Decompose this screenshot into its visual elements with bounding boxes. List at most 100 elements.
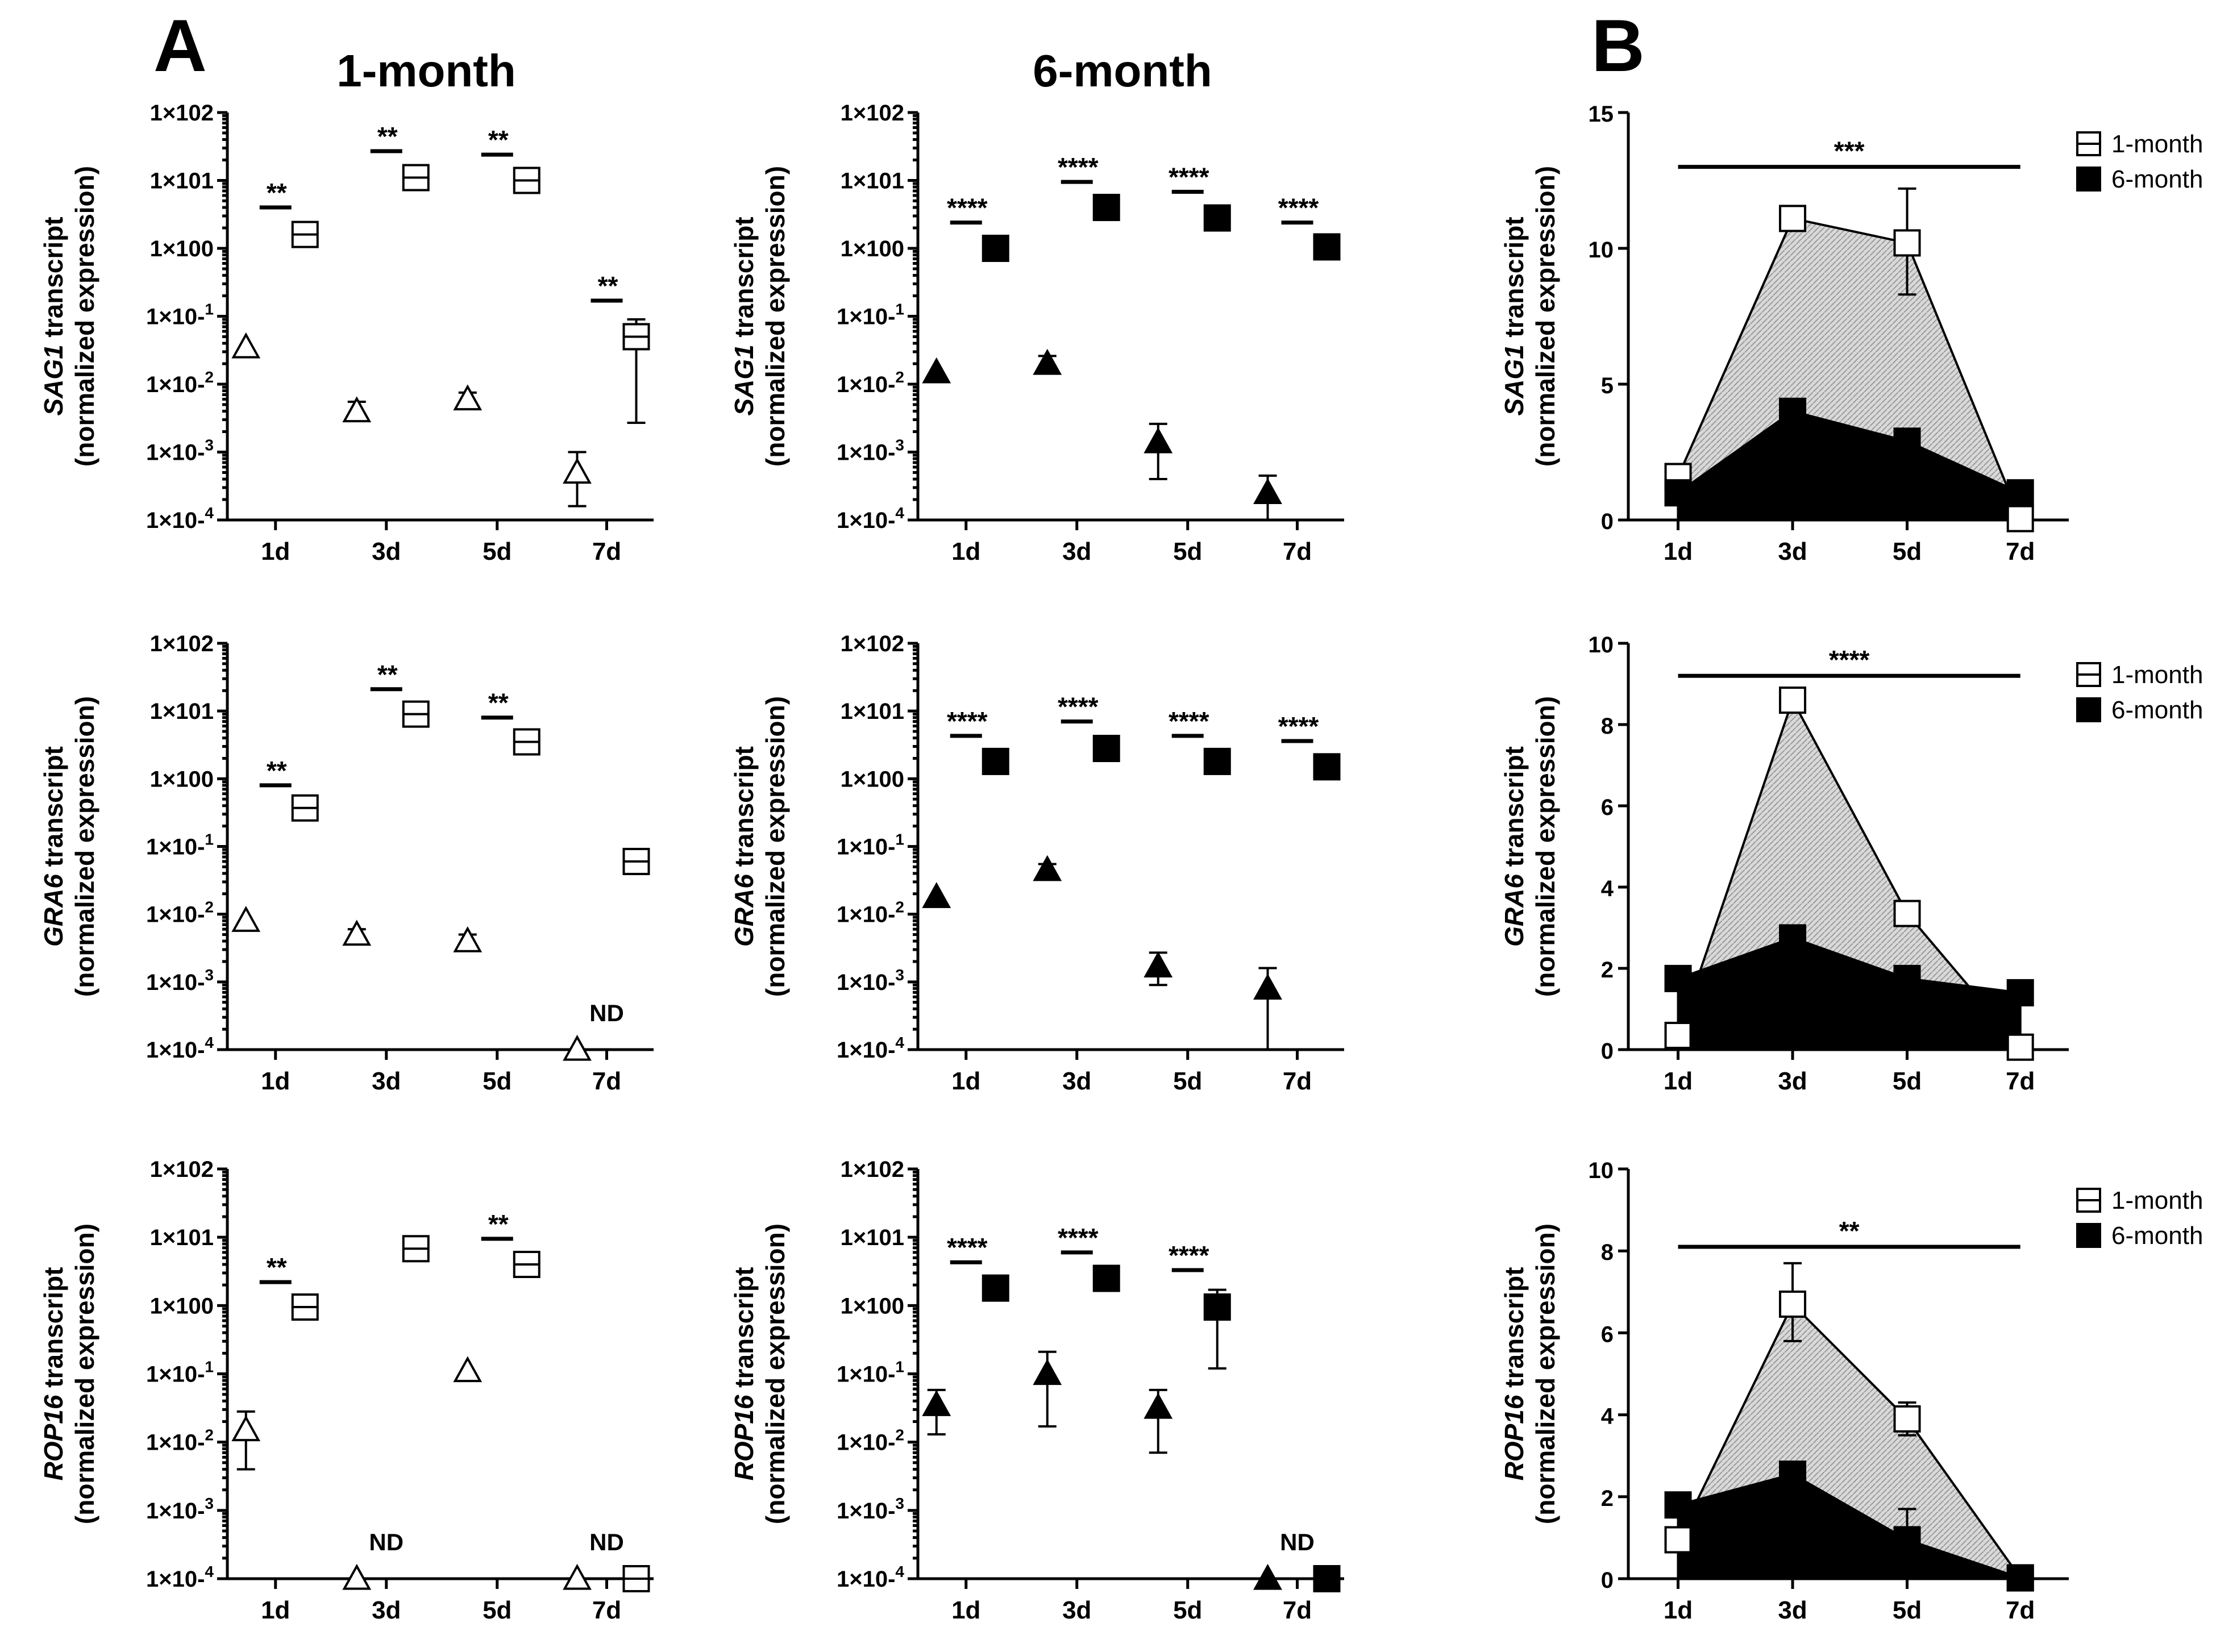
marker-1-month <box>1779 686 1807 714</box>
gene-name: GRA6 <box>729 874 759 947</box>
x-tick-label: 1d <box>1664 1067 1693 1095</box>
y-axis-label-units: (normalized expression) <box>70 166 99 467</box>
x-tick-label: 1d <box>261 538 290 565</box>
marker-1-month <box>2006 505 2034 532</box>
marker-1-month <box>1664 1526 1692 1554</box>
legend-marker-6-month <box>2076 167 2101 192</box>
x-tick-label: 7d <box>2006 1596 2035 1624</box>
y-axis-label: GRA6 transcript <box>1499 746 1529 947</box>
y-tick-label: 1×10-4 <box>146 1563 214 1592</box>
y-tick-label: 1×10-4 <box>837 1563 904 1592</box>
nd-label: ND <box>589 1529 624 1555</box>
y-tick-label: 0 <box>1601 1568 1614 1593</box>
y-label-suffix: transcript <box>1499 1267 1529 1395</box>
y-tick-label: 4 <box>1601 876 1614 901</box>
y-tick-label: 1×10-2 <box>837 368 904 397</box>
y-tick-label: 1×101 <box>841 699 904 724</box>
y-label-suffix: transcript <box>1499 217 1529 344</box>
y-axis-label: GRA6 transcript <box>39 746 68 947</box>
significance-label: ** <box>267 178 287 207</box>
y-tick-label: 1×102 <box>150 1157 214 1182</box>
significance-label: *** <box>1834 136 1865 166</box>
triangle-marker <box>453 1356 483 1383</box>
gene-name: SAG1 <box>39 344 68 415</box>
significance-label: ** <box>267 1252 287 1282</box>
triangle-marker <box>231 906 261 932</box>
y-tick-label: 10 <box>1589 1158 1614 1183</box>
x-tick-label: 3d <box>1062 538 1091 565</box>
significance-label: ** <box>377 122 398 151</box>
significance-label: **** <box>1169 706 1209 736</box>
significance-label: **** <box>947 706 988 736</box>
triangle-marker <box>231 1415 261 1442</box>
significance-label: **** <box>1169 163 1209 192</box>
marker-6-month <box>1779 924 1807 952</box>
chart-B-ROP16: 0 2 4 6 8 10 1d 3d 5d 7d ROP16 transcript (normaliz… <box>1499 1158 2203 1624</box>
triangle-marker <box>922 357 951 384</box>
x-tick-label: 7d <box>592 1596 621 1624</box>
y-axis-label: GRA6 transcript <box>729 746 759 947</box>
legend-label-1-month: 1-month <box>2111 661 2203 689</box>
marker-1-month <box>1664 1021 1692 1049</box>
square-marker <box>1092 1264 1120 1292</box>
y-label-suffix: transcript <box>39 217 68 344</box>
marker-6-month <box>2006 979 2034 1006</box>
y-tick-label: 1×10-4 <box>146 1034 214 1063</box>
y-tick-label: 1×102 <box>841 101 904 126</box>
significance-label: ** <box>1839 1216 1860 1246</box>
y-tick-label: 1×10-1 <box>146 1358 214 1387</box>
y-tick-label: 10 <box>1589 632 1614 658</box>
y-tick-label: 1×100 <box>150 767 214 792</box>
y-tick-label: 0 <box>1601 1039 1614 1064</box>
y-tick-label: 1×10-3 <box>837 436 904 465</box>
x-tick-label: 1d <box>261 1596 290 1624</box>
y-axis-label-units: (normalized expression) <box>760 696 790 997</box>
x-tick-label: 5d <box>1893 1596 1922 1624</box>
marker-6-month <box>1893 1526 1921 1554</box>
y-tick-label: 1×100 <box>841 1293 904 1318</box>
triangle-marker <box>231 332 261 359</box>
legend-marker-6-month <box>2076 1223 2101 1248</box>
y-tick-label: 6 <box>1601 795 1614 820</box>
square-marker <box>1092 735 1120 763</box>
chart-A-ROP16-6m: 1×10-4 1×10-3 1×10-2 1×10-1 1×100 1×101 1×102 1… <box>729 1157 1344 1624</box>
y-tick-label: 1×100 <box>150 236 214 261</box>
column-title-6-month: 6-month <box>1033 45 1212 96</box>
triangle-marker <box>1253 1563 1282 1590</box>
marker-1-month <box>1893 1405 1921 1433</box>
y-tick-label: 4 <box>1601 1404 1614 1429</box>
gene-name: SAG1 <box>1499 344 1529 415</box>
marker-1-month <box>1893 900 1921 927</box>
triangle-marker <box>1033 1359 1062 1385</box>
gene-name: GRA6 <box>1499 874 1529 947</box>
x-tick-label: 3d <box>1062 1067 1091 1095</box>
chart-B-GRA6: 0 2 4 6 8 10 1d 3d 5d 7d GRA6 transcript (normalize… <box>1499 632 2203 1095</box>
y-tick-label: 1×100 <box>841 236 904 261</box>
significance-label: ** <box>488 688 509 718</box>
x-tick-label: 3d <box>1778 1067 1807 1095</box>
column-title-1-month: 1-month <box>336 45 516 96</box>
chart-B-SAG1: 0 5 10 15 1d 3d 5d 7d SAG1 transcript (normalized… <box>1499 102 2203 565</box>
legend-marker-6-month <box>2076 697 2101 722</box>
x-tick-label: 3d <box>372 538 401 565</box>
y-axis-label-units: (normalized expression) <box>760 166 790 467</box>
gene-name: ROP16 <box>1499 1395 1529 1480</box>
triangle-marker <box>342 396 372 423</box>
square-marker <box>1313 1565 1341 1592</box>
significance-label: **** <box>1058 152 1099 182</box>
x-tick-label: 1d <box>1664 1596 1693 1624</box>
chart-A-GRA6-1m: 1×10-4 1×10-3 1×10-2 1×10-1 1×100 1×101 1×102 1… <box>39 631 654 1095</box>
x-tick-label: 7d <box>1283 1596 1312 1624</box>
significance-label: **** <box>947 1233 988 1262</box>
y-tick-label: 1×102 <box>841 1157 904 1182</box>
triangle-marker <box>1253 973 1282 1000</box>
x-tick-label: 5d <box>483 1596 512 1624</box>
panel-label-a: A <box>153 4 207 87</box>
marker-6-month <box>1779 397 1807 425</box>
y-tick-label: 1×10-2 <box>837 1426 904 1455</box>
x-tick-label: 3d <box>1062 1596 1091 1624</box>
triangle-marker <box>342 1563 372 1590</box>
significance-label: **** <box>1829 645 1870 675</box>
marker-6-month <box>1664 479 1692 507</box>
